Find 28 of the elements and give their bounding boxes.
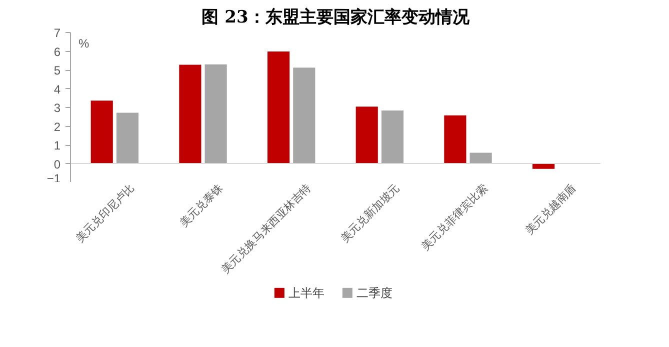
x-tick-label: 美元兑菲律宾比索 — [418, 182, 490, 253]
y-tick-label: 5 — [54, 64, 61, 78]
bar — [532, 164, 555, 169]
y-tick-label: 4 — [54, 82, 61, 96]
bar — [267, 51, 290, 164]
x-tick-label: 美元兑泰铢 — [177, 182, 226, 230]
x-tick-label: 美元兑越南盾 — [522, 182, 579, 238]
bar — [293, 68, 316, 164]
annotation: % — [78, 36, 90, 50]
bar — [116, 112, 139, 164]
bar — [179, 64, 202, 164]
y-tick-label: 2 — [54, 120, 61, 134]
legend-label: 二季度 — [356, 286, 392, 300]
y-tick-label: 3 — [54, 101, 61, 115]
y-tick-label: 7 — [54, 26, 61, 40]
chart-title: 图 23：东盟主要国家汇率变动情况 — [202, 8, 470, 28]
bar — [381, 110, 404, 164]
y-tick-label: 0 — [54, 157, 61, 172]
bar — [470, 152, 492, 164]
bar — [444, 115, 466, 164]
y-tick-label: 1 — [54, 138, 61, 152]
bar — [90, 100, 113, 164]
legend-label: 上半年 — [288, 286, 324, 300]
x-tick-label: 美元兑新加坡元 — [338, 182, 402, 246]
y-tick-label: 6 — [54, 44, 61, 59]
bar — [204, 64, 227, 164]
x-tick-label: 美元兑印尼卢比 — [73, 182, 137, 246]
bar — [356, 106, 378, 164]
